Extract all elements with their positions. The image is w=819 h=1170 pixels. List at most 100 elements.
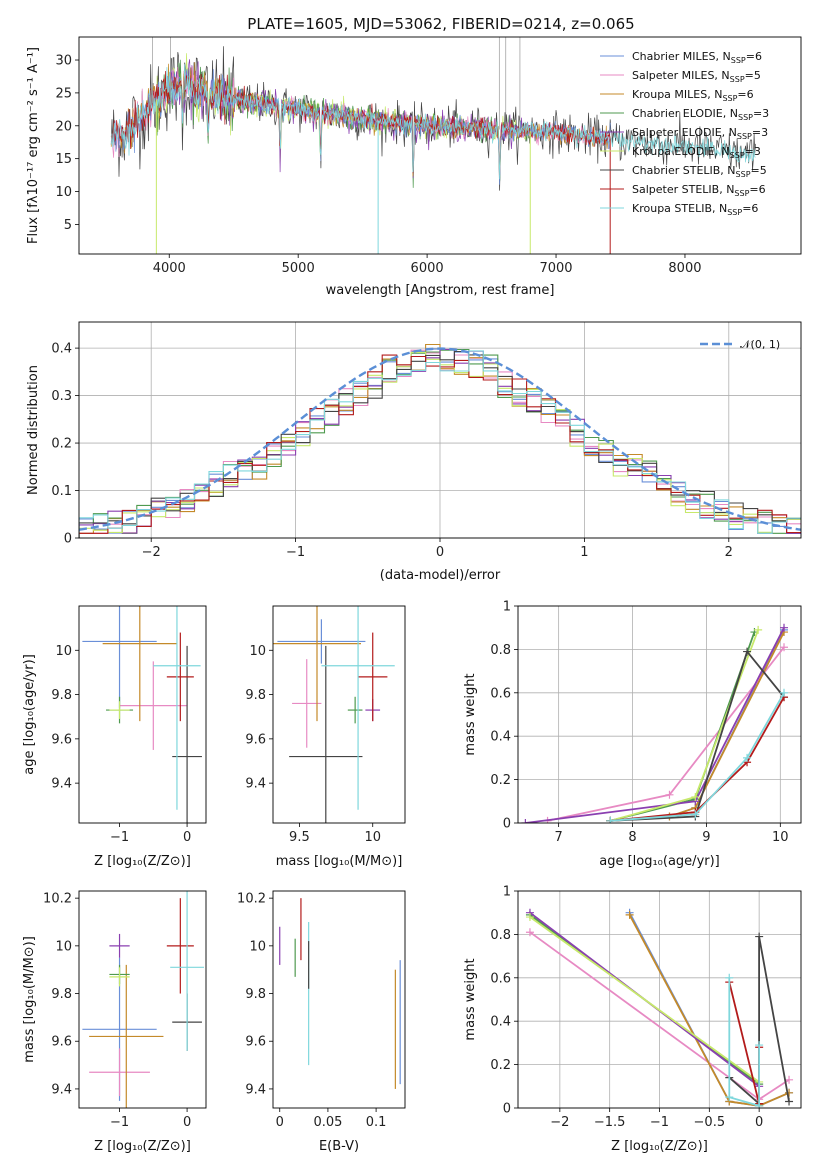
series-marker (625, 910, 634, 919)
mass_vs_ebv-frame (272, 890, 406, 1109)
x-tick-label: −1 (110, 830, 129, 845)
series-marker (780, 688, 789, 697)
legend-entry: Salpeter ELODIE, NSSP=3 (632, 126, 768, 141)
legend-entry: Salpeter MILES, NSSP=5 (632, 69, 761, 84)
x-tick-label: 0 (183, 830, 191, 845)
mass_vs_Z-axes: −1 0 9.4 9.6 9.8 10 10.2 Z [log₁₀(Z/Z⊙)] mass [l… (22, 890, 207, 1154)
series-marker (755, 932, 764, 941)
x-tick-label: 9.5 (289, 830, 310, 845)
series-marker (743, 647, 752, 656)
x-axis-label: Z [log₁₀(Z/Z⊙)] (94, 854, 191, 869)
x-axis-label: wavelength [Angstrom, rest frame] (326, 283, 555, 298)
series-marker (665, 790, 674, 799)
y-axis-label: mass weight (463, 958, 478, 1040)
x-tick-label: −1 (110, 1115, 129, 1130)
x-tick-label: 1 (580, 545, 588, 560)
y-tick-label: 0.6 (490, 686, 511, 701)
x-axis-label: E(B-V) (319, 1139, 359, 1154)
series-marker (755, 1041, 764, 1050)
x-tick-label: 0 (183, 1115, 191, 1130)
y-tick-label: 9.4 (51, 1082, 72, 1097)
x-tick-label: −1 (650, 1115, 669, 1130)
x-tick-label: 5000 (282, 261, 315, 276)
y-axis-label: mass weight (463, 673, 478, 755)
x-tick-label: 4000 (153, 261, 186, 276)
y-tick-label: 20 (55, 119, 72, 134)
series-marker (785, 1097, 794, 1106)
series-marker (691, 792, 700, 801)
x-tick-label: −2 (550, 1115, 569, 1130)
series-marker (606, 816, 615, 823)
x-axis-label: Z [log₁₀(Z/Z⊙)] (611, 1139, 708, 1154)
y-tick-label: 0 (503, 817, 511, 832)
series-marker (691, 810, 700, 819)
y-tick-label: 0.4 (51, 342, 72, 357)
y-tick-label: 0.8 (490, 643, 511, 658)
legend-entry: Salpeter STELIB, NSSP=6 (632, 183, 766, 198)
y-tick-label: 9.8 (245, 688, 266, 703)
massweight_vs_Z-axes: −2 −1.5 −1 −0.5 0 0 0.2 0.4 0.6 0.8 1 Z [log₁₀(Z/Z⊙… (463, 885, 802, 1154)
mass_vs_ebv-plot-area (279, 898, 401, 1089)
y-tick-label: 10 (249, 939, 266, 954)
spectrum-plot-area (110, 37, 756, 254)
legend-entry: Chabrier STELIB, NSSP=5 (632, 164, 767, 179)
age_vs_mass-plot-area (273, 606, 395, 823)
series-marker (743, 753, 752, 762)
age_vs_Z-frame (78, 605, 207, 824)
y-tick-label: 5 (64, 218, 72, 233)
y-tick-label: 9.6 (51, 1035, 72, 1050)
x-tick-label: 6000 (411, 261, 444, 276)
y-tick-label: 0.4 (490, 1015, 511, 1030)
y-tick-label: 9.4 (245, 777, 266, 792)
mass_vs_Z-plot-area (82, 891, 204, 1108)
y-tick-label: 9.6 (51, 732, 72, 747)
x-axis-label: mass [log₁₀(M/M⊙)] (276, 854, 403, 869)
y-tick-label: 0.8 (490, 928, 511, 943)
series-marker (785, 1088, 794, 1097)
legend-entry: Chabrier MILES, NSSP=6 (632, 50, 762, 65)
residuals-axes: −2 −1 0 1 2 0 0.1 0.2 0.3 0.4 (data-model)/error No… (26, 321, 802, 583)
x-tick-label: 7000 (539, 261, 572, 276)
mass_vs_ebv-axes: 0 0.05 0.1 9.4 9.6 9.8 10 10.2 E(B-V) (237, 890, 406, 1154)
spectrum-frame (78, 36, 802, 255)
gaussian-curve (79, 347, 801, 531)
y-tick-label: 9.4 (51, 777, 72, 792)
y-tick-label: 9.8 (51, 987, 72, 1002)
histogram-kroupa-stelib (79, 350, 801, 538)
y-tick-label: 10 (55, 185, 72, 200)
y-tick-label: 10 (55, 939, 72, 954)
series-marker (755, 1101, 764, 1108)
x-tick-label: −2 (142, 545, 161, 560)
legend-entry: Kroupa ELODIE, NSSP=3 (632, 145, 761, 160)
series-line-kroupa-stelib (610, 692, 785, 822)
series-marker (754, 625, 763, 634)
x-tick-label: 0.1 (366, 1115, 387, 1130)
age_vs_mass-axes: 9.5 10 9.4 9.6 9.8 10 mass [log₁₀(M/M⊙)] (245, 605, 406, 869)
y-tick-label: 0.4 (490, 730, 511, 745)
age_vs_Z-plot-area (82, 606, 202, 823)
age_vs_Z-axes: −1 0 9.4 9.6 9.8 10 Z [log₁₀(Z/Z⊙)] age [log₁₀(… (22, 605, 207, 869)
legend-entry: Kroupa MILES, NSSP=6 (632, 88, 754, 103)
series-marker (521, 819, 530, 823)
series-marker (780, 643, 789, 652)
age_vs_mass-frame (272, 605, 406, 824)
y-tick-label: 25 (55, 86, 72, 101)
x-tick-label: 10 (772, 830, 789, 845)
x-tick-label: 8 (628, 830, 636, 845)
y-tick-label: 0.2 (51, 437, 72, 452)
y-axis-label: age [log₁₀(age/yr)] (22, 654, 37, 775)
massweight_vs_age-frame (517, 605, 802, 824)
y-axis-label: Flux [fλ10⁻¹⁷ erg cm⁻² s⁻¹ A⁻¹] (26, 47, 41, 244)
y-tick-label: 0.6 (490, 971, 511, 986)
x-tick-label: 7 (554, 830, 562, 845)
y-axis-label: mass [log₁₀(M/M⊙)] (22, 936, 37, 1063)
y-tick-label: 0 (503, 1102, 511, 1117)
series-line-salpeter-stelib (728, 981, 760, 1104)
chart-title: PLATE=1605, MJD=53062, FIBERID=0214, z=0… (247, 15, 634, 33)
massweight_vs_age-plot-area (521, 623, 789, 823)
legend-entry: Kroupa STELIB, NSSP=6 (632, 202, 758, 217)
spectrum-legend: Chabrier MILES, NSSP=6 Salpeter MILES, NS… (600, 50, 769, 217)
series-marker (725, 1093, 734, 1102)
y-tick-label: 10 (249, 644, 266, 659)
